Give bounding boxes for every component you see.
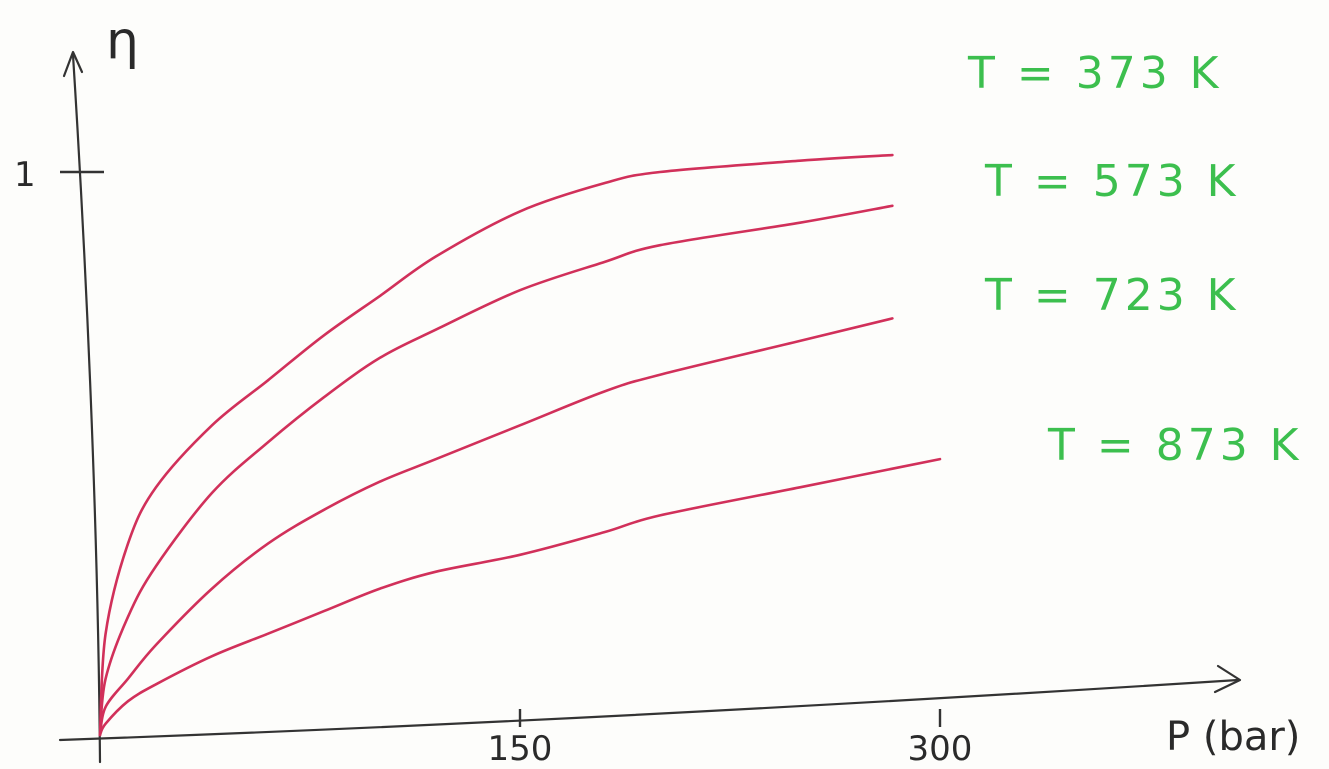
- series-line-2: [98, 204, 894, 737]
- x-axis-label: P (bar): [1166, 714, 1300, 760]
- series-line-1: [98, 153, 894, 737]
- series-labels: T = 373 K T = 573 K T = 723 K T = 873 K: [967, 48, 1303, 471]
- y-tick-label-1: 1: [14, 155, 36, 195]
- y-axis-line: [71, 53, 102, 764]
- x-axis-line: [58, 678, 1240, 742]
- series-label-1: T = 373 K: [967, 48, 1223, 99]
- ticks: 150 300 1: [14, 155, 972, 769]
- series-group: [98, 153, 942, 737]
- y-axis-label: η: [106, 11, 139, 71]
- x-axis-arrowhead: [1213, 664, 1242, 694]
- axes: η P (bar): [58, 11, 1300, 764]
- x-tick-label-150: 150: [488, 729, 553, 769]
- series-label-3: T = 723 K: [984, 270, 1240, 321]
- series-line-4: [98, 457, 942, 737]
- series-label-2: T = 573 K: [984, 156, 1240, 207]
- y-axis-arrowhead: [62, 50, 84, 78]
- x-tick-label-300: 300: [908, 729, 973, 769]
- series-label-4: T = 873 K: [1047, 420, 1303, 471]
- series-line-3: [98, 317, 894, 737]
